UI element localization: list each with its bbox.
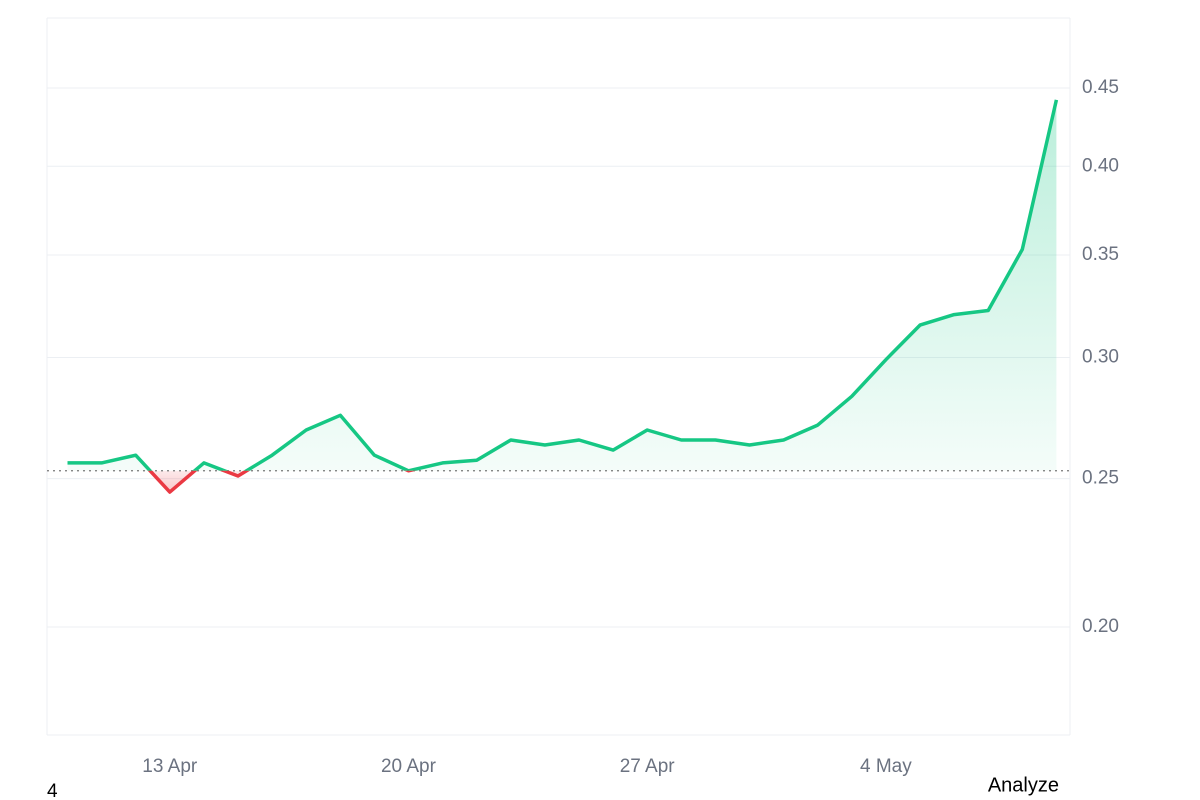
analyze-button[interactable]: Analyze <box>988 774 1059 796</box>
y-tick-label: 0.30 <box>1082 347 1119 368</box>
x-tick-label: 13 Apr <box>142 756 198 777</box>
page-number: 4 <box>47 781 58 800</box>
area-up <box>67 99 1057 471</box>
price-line-up <box>67 99 1059 471</box>
y-tick-label: 0.40 <box>1082 155 1119 176</box>
x-tick-label: 20 Apr <box>381 756 437 777</box>
y-tick-label: 0.45 <box>1082 77 1119 98</box>
x-tick-label: 4 May <box>860 756 912 777</box>
y-tick-label: 0.35 <box>1082 244 1119 265</box>
x-tick-label: 27 Apr <box>620 756 676 777</box>
y-tick-label: 0.25 <box>1082 468 1119 489</box>
y-tick-label: 0.20 <box>1082 616 1119 637</box>
price-line-down <box>147 470 417 494</box>
area-down <box>150 470 409 493</box>
